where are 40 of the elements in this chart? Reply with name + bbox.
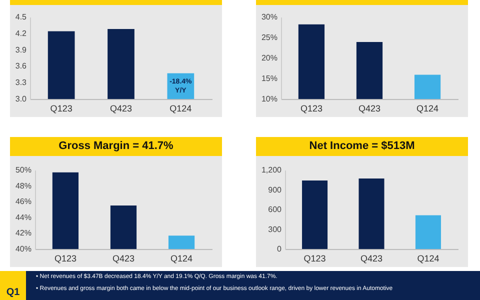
y-tick-label: 0 <box>277 244 282 254</box>
chart-title: Gross Margin = 41.7% <box>10 137 222 156</box>
chart-title: Net Income = $513M <box>256 137 468 156</box>
y-tick-label: 3.3 <box>15 78 28 88</box>
y-tick-label: 3.0 <box>15 94 28 104</box>
x-tick-label: Q124 <box>417 254 440 264</box>
y-tick-label: 50% <box>15 166 32 174</box>
y-tick-label: 4.2 <box>15 28 28 38</box>
x-tick-label: Q123 <box>54 254 76 264</box>
x-tick-label: Q124 <box>416 104 439 114</box>
y-tick-label: 42% <box>15 228 32 238</box>
y-tick-label: 25% <box>261 33 278 42</box>
x-tick-label: Q423 <box>112 254 135 264</box>
y-tick-label: 3.9 <box>15 45 28 54</box>
y-tick-label: 15% <box>261 74 278 83</box>
y-tick-label: 300 <box>268 224 282 234</box>
bar <box>358 178 384 249</box>
x-tick-label: Q123 <box>300 104 322 114</box>
x-tick-label: Q123 <box>304 254 326 264</box>
y-tick-label: 40% <box>15 244 32 254</box>
x-tick-label: Q423 <box>110 104 132 114</box>
y-tick-label: 44% <box>15 212 32 222</box>
y-tick-label: 46% <box>15 197 32 206</box>
y-tick-label: 1,200 <box>261 166 282 174</box>
y-tick-label: 3.6 <box>15 62 28 71</box>
x-tick-label: Q123 <box>50 104 72 114</box>
x-tick-label: Q124 <box>170 254 193 264</box>
x-tick-label: Q124 <box>170 104 192 114</box>
y-tick-label: 4.5 <box>15 12 28 22</box>
y-tick-label: 10% <box>261 94 278 104</box>
y-tick-label: 900 <box>268 185 282 194</box>
y-tick-label: 48% <box>15 181 32 190</box>
x-tick-label: Q423 <box>358 104 381 114</box>
bar <box>302 180 328 249</box>
bar <box>415 215 441 249</box>
x-tick-label: Q423 <box>360 254 383 264</box>
y-tick-label: 600 <box>268 205 282 214</box>
text: Q1 <box>0 271 26 300</box>
y-tick-label: 30% <box>261 12 278 22</box>
y-tick-label: 20% <box>261 54 278 62</box>
